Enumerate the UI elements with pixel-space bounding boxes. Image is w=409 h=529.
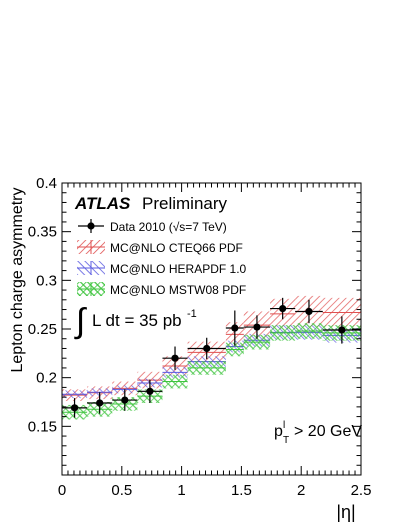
- legend-data-label: Data 2010 (√s=7 TeV): [110, 220, 227, 234]
- x-tick-label: 1.5: [231, 482, 252, 499]
- legend-item-series-3: MC@NLO MSTW08 PDF: [77, 282, 246, 297]
- x-axis-label: |η|: [336, 502, 355, 522]
- pt-cut-label: p l T > 20 GeV: [274, 420, 362, 446]
- preliminary-label: Preliminary: [142, 194, 228, 213]
- x-tick-label: 0: [58, 482, 66, 499]
- data-point: [137, 379, 163, 403]
- data-point-marker: [338, 326, 346, 334]
- data-point-marker: [231, 324, 239, 332]
- axes: [61, 182, 362, 476]
- data-point-marker: [171, 354, 179, 362]
- data-point-marker: [96, 399, 104, 407]
- legend-series-label: MC@NLO HERAPDF 1.0: [110, 262, 247, 276]
- data-point: [62, 398, 88, 418]
- atlas-label: ATLAS: [74, 194, 131, 213]
- luminosity-text: L dt = 35 pb: [92, 311, 182, 330]
- pt-superscript: l: [283, 420, 285, 431]
- legend: Data 2010 (√s=7 TeV) MC@NLO CTEQ66 PDF MC@…: [77, 219, 247, 297]
- data-point-marker: [203, 344, 211, 353]
- y-tick-label: 0.35: [28, 224, 57, 241]
- y-tick-label: 0.3: [36, 272, 57, 289]
- data-point: [322, 316, 361, 344]
- data-point-marker: [70, 404, 79, 412]
- data-point: [162, 346, 188, 370]
- band-series-3: [62, 323, 361, 420]
- y-tick-label: 0.2: [36, 370, 57, 387]
- x-tick-label: 2.5: [351, 482, 372, 499]
- legend-item-series-2: MC@NLO HERAPDF 1.0: [77, 261, 247, 276]
- legend-item-data: Data 2010 (√s=7 TeV): [78, 219, 227, 234]
- legend-series-label: MC@NLO CTEQ66 PDF: [110, 241, 243, 255]
- y-tick-label: 0.4: [36, 175, 57, 192]
- data-point-marker: [146, 387, 154, 395]
- data-point: [87, 392, 113, 414]
- data-point-marker: [253, 323, 261, 331]
- data-points: [62, 297, 361, 418]
- x-tick-label: 1: [177, 482, 185, 499]
- y-tick-label: 0.25: [28, 321, 57, 338]
- x-tick-label: 0.5: [111, 482, 132, 499]
- integral-sign: ∫: [74, 302, 87, 340]
- data-point: [295, 299, 323, 324]
- data-point: [225, 310, 244, 346]
- data-point-marker: [121, 396, 129, 404]
- pt-subscript: T: [283, 435, 289, 446]
- legend-data-marker: [87, 222, 95, 230]
- x-tick-label: 2: [297, 482, 305, 499]
- legend-series-label: MC@NLO MSTW08 PDF: [110, 283, 246, 297]
- luminosity-exponent: -1: [187, 308, 197, 320]
- pt-symbol: p: [274, 423, 283, 440]
- tick-labels: 0 0.5 1 1.5 2 2.5 0.15 0.2 0.25 0.3 0.35 0.4: [28, 175, 372, 499]
- data-point-marker: [305, 307, 313, 316]
- luminosity-label: ∫ L dt = 35 pb -1: [74, 302, 197, 340]
- pt-cut-value: > 20 GeV: [294, 423, 362, 440]
- y-axis-label: Lepton charge asymmetry: [9, 188, 26, 373]
- data-point-marker: [279, 304, 287, 313]
- y-tick-label: 0.15: [28, 418, 57, 435]
- data-point: [187, 337, 226, 360]
- data-point: [270, 297, 296, 320]
- legend-item-series-1: MC@NLO CTEQ66 PDF: [77, 240, 243, 255]
- data-point: [112, 389, 138, 411]
- data-point: [243, 315, 271, 339]
